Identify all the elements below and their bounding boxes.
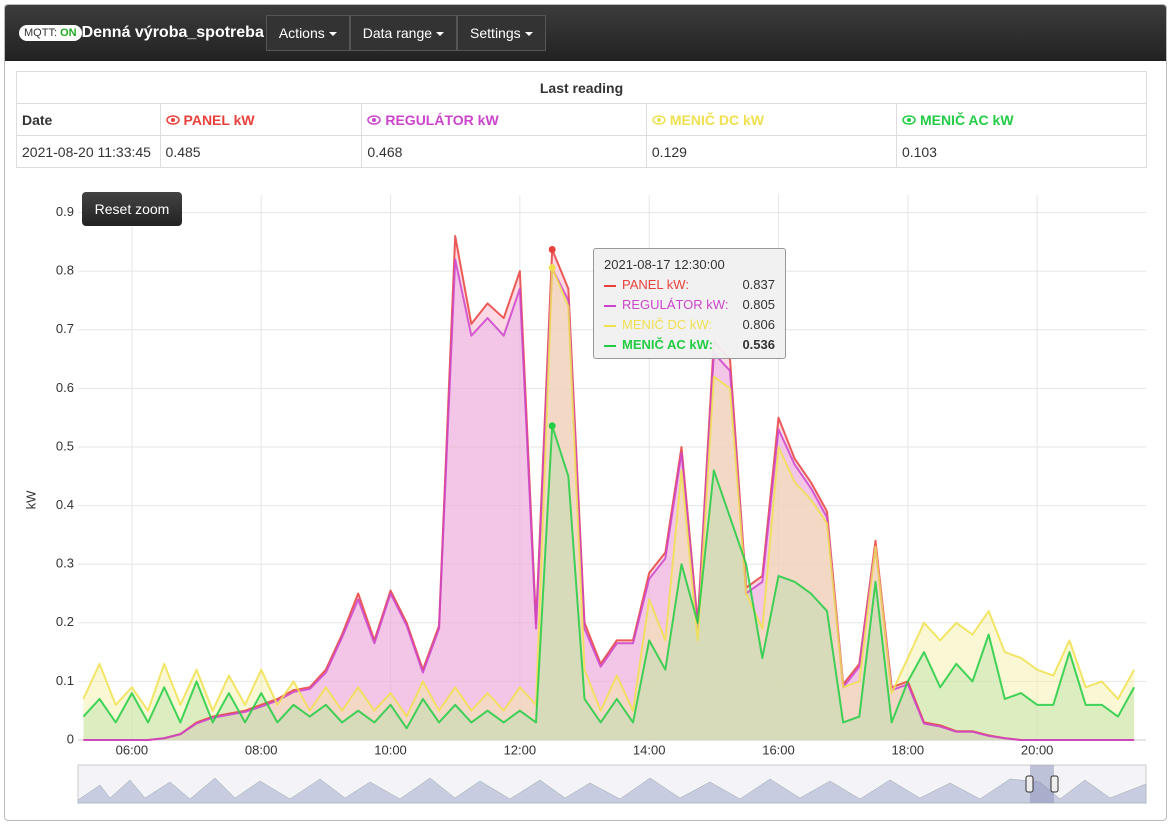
mqtt-label: MQTT:: [24, 27, 57, 39]
tooltip-label-text: PANEL kW:: [622, 277, 689, 292]
column-header: MENIČ DC kW: [645, 103, 897, 136]
y-tick-label: 0.5: [56, 438, 74, 453]
tooltip-title: 2021-08-17 12:30:00: [604, 257, 725, 272]
tooltip-label: MENIČ DC kW:: [604, 315, 712, 335]
y-tick-label: 0.2: [56, 614, 74, 629]
navigator-window[interactable]: [1030, 765, 1054, 803]
column-header-text: PANEL kW: [183, 111, 255, 128]
menu[interactable]: Settings: [457, 15, 546, 51]
tooltip: 2021-08-17 12:30:00 PANEL kW: 0.837 REGULÁT…: [593, 248, 786, 359]
navigator-handle[interactable]: [1025, 775, 1034, 793]
table-cell: 0.103: [895, 135, 1148, 168]
x-tick-label: 10:00: [374, 742, 407, 757]
mqtt-badge: MQTT: ON: [19, 25, 82, 41]
column-header: MENIČ AC kW: [895, 103, 1148, 136]
y-tick-label: 0.9: [56, 204, 74, 219]
area: [83, 425, 1135, 740]
menu-label[interactable]: Settings: [470, 25, 521, 41]
table-cell: 0.485: [159, 135, 363, 168]
tooltip-value: 0.536: [742, 337, 775, 352]
y-tick-label: 0.3: [56, 556, 74, 571]
menu[interactable]: Data range: [349, 15, 458, 51]
table-cell: 2021-08-20 11:33:45: [16, 135, 161, 168]
navbar: MQTT: ON Denná výroba_spotreba Actions D…: [5, 5, 1166, 61]
tooltip-row: MENIČ AC kW: 0.536: [604, 335, 775, 355]
x-tick-label: 06:00: [116, 742, 149, 757]
menu[interactable]: Actions: [265, 15, 350, 51]
tooltip-label-text: MENIČ DC kW:: [622, 317, 713, 332]
hover-point: [548, 246, 556, 253]
table-cell: 0.129: [645, 135, 897, 168]
line: [82, 266, 1136, 718]
app-title: Denná výroba_spotreba: [81, 24, 264, 41]
mqtt-state: ON: [60, 27, 77, 39]
tooltip-label: MENIČ AC kW:: [604, 335, 713, 355]
column-header-text: MENIČ DC kW: [669, 111, 765, 128]
hover-point: [548, 422, 556, 430]
x-tick-label: 18:00: [892, 742, 925, 757]
tooltip-value: 0.837: [742, 277, 775, 292]
menu-label[interactable]: Actions: [278, 25, 325, 41]
line: [83, 258, 1135, 741]
x-tick-label: 12:00: [504, 742, 537, 757]
column-header: PANEL kW: [159, 103, 363, 136]
tooltip-label-text: MENIČ AC kW:: [622, 337, 713, 352]
tooltip-label-text: REGULÁTOR kW:: [622, 297, 729, 312]
y-tick-label: 0.6: [56, 380, 74, 395]
column-header-text: MENIČ AC kW: [919, 111, 1014, 128]
x-tick-label: 14:00: [633, 742, 666, 757]
tooltip-row: REGULÁTOR kW: 0.805: [604, 295, 775, 315]
column-header: REGULÁTOR kW: [361, 103, 647, 136]
x-tick-label: 16:00: [762, 742, 795, 757]
table-cell: 0.468: [361, 135, 647, 168]
tooltip-value: 0.806: [742, 317, 775, 332]
menu-label[interactable]: Data range: [362, 25, 433, 41]
y-tick-label: 0.1: [56, 673, 74, 688]
tooltip-row: PANEL kW: 0.837: [604, 275, 775, 295]
reset-zoom-button[interactable]: Reset zoom: [82, 192, 182, 226]
last-reading-table: Last reading Date PANEL kW REGULÁTOR kW MEN…: [16, 71, 1148, 168]
y-tick-label: 0.8: [56, 263, 74, 278]
y-tick-label: 0.7: [56, 321, 74, 336]
tooltip-label: PANEL kW:: [604, 275, 689, 295]
tooltip-row: MENIČ DC kW: 0.806: [604, 315, 775, 335]
line: [82, 424, 1136, 730]
y-tick-label: 0: [67, 731, 74, 746]
navigator-handle[interactable]: [1050, 775, 1059, 793]
column-header-text: REGULÁTOR kW: [385, 111, 499, 128]
tooltip-label: REGULÁTOR kW:: [604, 295, 728, 315]
tooltip-value: 0.805: [742, 297, 775, 312]
x-tick-label: 08:00: [245, 742, 278, 757]
hover-point: [548, 264, 556, 272]
column-header: Date: [16, 103, 161, 136]
app-frame: MQTT: ON Denná výroba_spotreba Actions D…: [4, 4, 1167, 821]
y-axis-label: kW: [23, 490, 38, 510]
navigator: [77, 764, 1147, 804]
x-tick-label: 20:00: [1021, 742, 1054, 757]
y-tick-label: 0.4: [56, 497, 74, 512]
